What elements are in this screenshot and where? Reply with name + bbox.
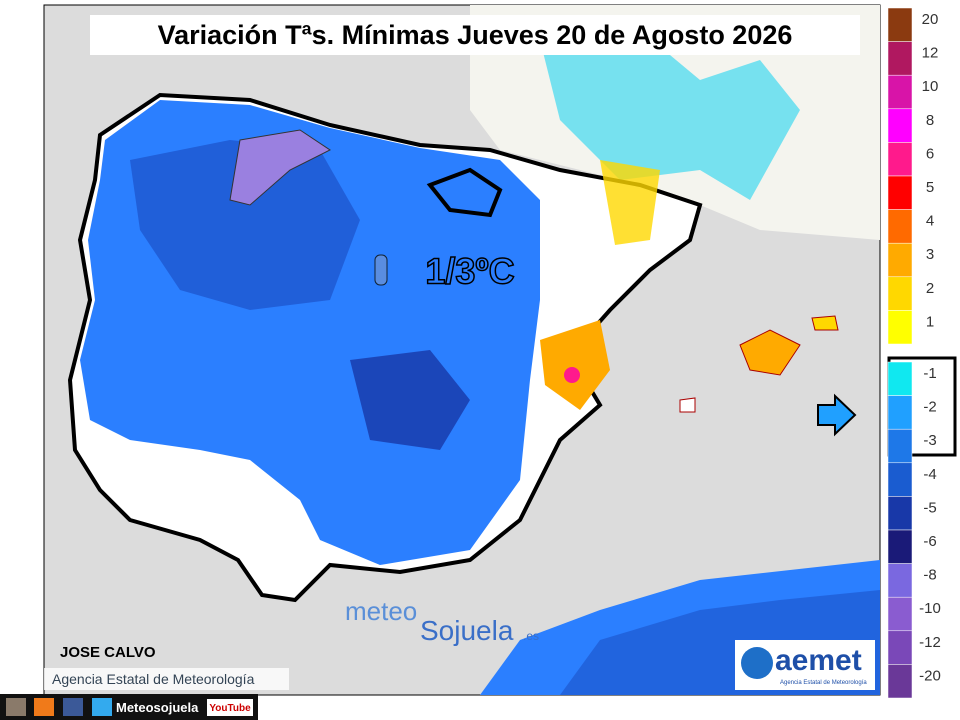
annotation: 1/3ºC [425,251,514,292]
legend: 20 12 10 8 6 5 4 3 2 1 -1 -2 -3 -4 -5 -6 -8 -10 -12 -20 [887,7,941,699]
youtube-box[interactable] [207,699,253,716]
legend-label: 4 [926,213,934,230]
legend-label: 5 [926,179,934,196]
legend-swatch [887,74,913,110]
legend-label: -10 [919,600,941,617]
legend-swatch [887,175,913,210]
legend-label: 2 [926,280,934,297]
legend-swatch [887,664,913,699]
author: JOSE CALVO [60,644,156,661]
thermometer-icon [374,254,388,286]
aemet-logo [741,647,773,679]
legend-swatch [887,209,913,244]
legend-label: 6 [926,145,934,162]
legend-label: -8 [923,567,936,584]
warm-area [540,320,610,410]
facebook-icon[interactable] [63,698,83,716]
logo-text: Sojuela [420,615,514,646]
legend-label: -20 [919,667,941,684]
legend-label: 1 [926,313,934,330]
instagram-icon[interactable] [6,698,26,716]
legend-swatch [887,142,913,177]
title-box [90,15,860,55]
legend-swatch [887,395,913,430]
legend-label: -12 [919,634,941,651]
source-box [44,668,289,690]
source: Agencia Estatal de Meteorología [52,671,255,687]
legend-label: 8 [926,112,934,129]
legend-swatch [887,462,913,497]
legend-label: -1 [923,365,936,382]
legend-label: -4 [923,466,936,483]
france-cold [540,30,800,200]
legend-label: -3 [923,432,936,449]
legend-label: 12 [922,45,939,62]
legend-swatch [887,242,913,278]
twitter-icon[interactable] [92,698,112,716]
title: Variación Tªs. Mínimas Jueves 20 de Agos… [158,20,793,50]
cold-core [130,140,360,310]
cold-peak [229,129,331,206]
la-rioja [426,167,503,218]
mallorca [739,329,801,376]
legend-swatch [887,41,913,76]
legend-swatch [887,361,913,396]
menorca [811,315,839,331]
youtube-text[interactable]: YouTube [209,703,251,714]
logo-text: meteo [345,596,417,626]
legend-swatch [887,529,913,564]
legend-label: 10 [922,78,939,95]
blogger-icon[interactable] [34,698,54,716]
legend-swatch [887,276,913,311]
legend-swatch [887,108,913,143]
legend-swatch [887,496,913,531]
aemet-text: aemet [775,644,862,677]
arrow [817,393,857,437]
legend-label: 20 [922,11,939,28]
cold-core [350,350,470,450]
legend-swatch [887,596,913,632]
logo-text: .es [523,629,539,643]
ibiza [679,397,696,413]
warm-area [600,160,660,245]
legend-label: -2 [923,399,936,416]
legend-label: 3 [926,246,934,263]
legend-swatch [887,428,913,464]
legend-swatch [887,310,913,345]
legend-swatch [887,7,913,42]
site-link[interactable]: Meteosojuela [116,700,199,715]
legend-label: -6 [923,533,936,550]
aemet-sub: Agencia Estatal de Meteorología [780,680,867,686]
legend-swatch [887,630,913,665]
warm-peak [564,367,580,383]
legend-label: -5 [923,499,936,516]
legend-swatch [887,563,913,598]
